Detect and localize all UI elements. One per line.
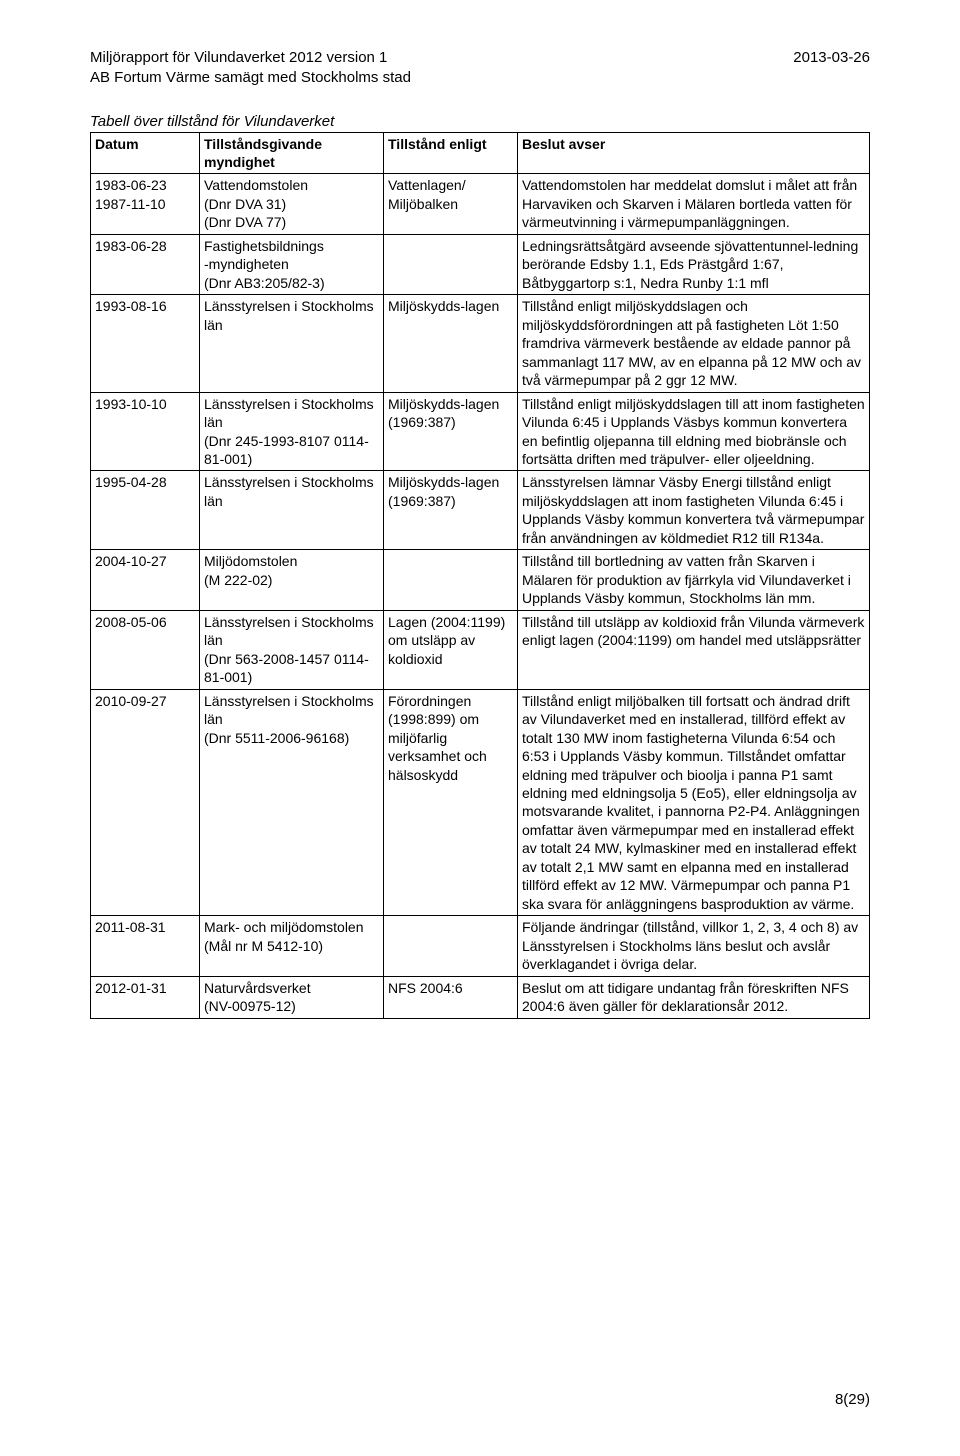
cell-law: NFS 2004:6 — [384, 976, 518, 1018]
cell-decision: Ledningsrättsåtgärd avseende sjövattentu… — [518, 234, 870, 294]
cell-date: 1995-04-28 — [91, 471, 200, 550]
cell-authority: Vattendomstolen(Dnr DVA 31)(Dnr DVA 77) — [200, 174, 384, 234]
header-date: 2013-03-26 — [793, 48, 870, 89]
cell-decision: Följande ändringar (tillstånd, villkor 1… — [518, 916, 870, 976]
cell-date: 1993-10-10 — [91, 392, 200, 471]
cell-decision: Tillstånd enligt miljöskyddslagen och mi… — [518, 295, 870, 392]
cell-date: 2004-10-27 — [91, 550, 200, 610]
cell-date: 2010-09-27 — [91, 689, 200, 916]
cell-law: Miljöskydds-lagen (1969:387) — [384, 471, 518, 550]
cell-authority: Länsstyrelsen i Stockholms län(Dnr 245-1… — [200, 392, 384, 471]
table-header-row: Datum Tillståndsgivande myndighet Tillst… — [91, 132, 870, 174]
cell-decision: Tillstånd till utsläpp av koldioxid från… — [518, 610, 870, 689]
cell-date: 2008-05-06 — [91, 610, 200, 689]
permits-table: Datum Tillståndsgivande myndighet Tillst… — [90, 132, 870, 1019]
cell-decision: Tillstånd till bortledning av vatten frå… — [518, 550, 870, 610]
cell-law: Förordningen (1998:899) om miljöfarlig v… — [384, 689, 518, 916]
header-subtitle: AB Fortum Värme samägt med Stockholms st… — [90, 68, 411, 88]
table-row: 2008-05-06Länsstyrelsen i Stockholms län… — [91, 610, 870, 689]
cell-law — [384, 234, 518, 294]
cell-decision: Tillstånd enligt miljöskyddslagen till a… — [518, 392, 870, 471]
cell-date: 2012-01-31 — [91, 976, 200, 1018]
table-row: 2012-01-31Naturvårdsverket(NV-00975-12)N… — [91, 976, 870, 1018]
table-row: 1995-04-28Länsstyrelsen i Stockholms län… — [91, 471, 870, 550]
header-left: Miljörapport för Vilundaverket 2012 vers… — [90, 48, 411, 89]
document-page: Miljörapport för Vilundaverket 2012 vers… — [0, 0, 960, 1456]
cell-authority: Länsstyrelsen i Stockholms län(Dnr 5511-… — [200, 689, 384, 916]
table-row: 1983-06-231987-11-10Vattendomstolen(Dnr … — [91, 174, 870, 234]
cell-authority: Länsstyrelsen i Stockholms län — [200, 471, 384, 550]
cell-date: 2011-08-31 — [91, 916, 200, 976]
cell-authority: Fastighetsbildnings-myndigheten(Dnr AB3:… — [200, 234, 384, 294]
col-header-authority: Tillståndsgivande myndighet — [200, 132, 384, 174]
table-row: 1993-08-16Länsstyrelsen i Stockholms län… — [91, 295, 870, 392]
cell-law: Vattenlagen/Miljöbalken — [384, 174, 518, 234]
col-header-decision: Beslut avser — [518, 132, 870, 174]
cell-date: 1983-06-28 — [91, 234, 200, 294]
col-header-date: Datum — [91, 132, 200, 174]
cell-law — [384, 916, 518, 976]
cell-decision: Vattendomstolen har meddelat domslut i m… — [518, 174, 870, 234]
cell-decision: Länsstyrelsen lämnar Väsby Energi tillst… — [518, 471, 870, 550]
header-title: Miljörapport för Vilundaverket 2012 vers… — [90, 48, 411, 68]
col-header-law: Tillstånd enligt — [384, 132, 518, 174]
table-row: 2010-09-27Länsstyrelsen i Stockholms län… — [91, 689, 870, 916]
cell-law: Lagen (2004:1199) om utsläpp av koldioxi… — [384, 610, 518, 689]
table-body: 1983-06-231987-11-10Vattendomstolen(Dnr … — [91, 174, 870, 1018]
cell-decision: Tillstånd enligt miljöbalken till fortsa… — [518, 689, 870, 916]
cell-authority: Länsstyrelsen i Stockholms län — [200, 295, 384, 392]
table-row: 1993-10-10Länsstyrelsen i Stockholms län… — [91, 392, 870, 471]
cell-date: 1993-08-16 — [91, 295, 200, 392]
cell-law — [384, 550, 518, 610]
table-caption: Tabell över tillstånd för Vilundaverket — [90, 113, 870, 130]
cell-authority: Naturvårdsverket(NV-00975-12) — [200, 976, 384, 1018]
cell-law: Miljöskydds-lagen (1969:387) — [384, 392, 518, 471]
cell-authority: Länsstyrelsen i Stockholms län(Dnr 563-2… — [200, 610, 384, 689]
table-row: 2004-10-27Miljödomstolen(M 222-02) Tillst… — [91, 550, 870, 610]
cell-decision: Beslut om att tidigare undantag från för… — [518, 976, 870, 1018]
cell-authority: Mark- och miljödomstolen(Mål nr M 5412-1… — [200, 916, 384, 976]
table-row: 1983-06-28Fastighetsbildnings-myndighete… — [91, 234, 870, 294]
page-number: 8(29) — [835, 1391, 870, 1408]
cell-law: Miljöskydds-lagen — [384, 295, 518, 392]
cell-authority: Miljödomstolen(M 222-02) — [200, 550, 384, 610]
cell-date: 1983-06-231987-11-10 — [91, 174, 200, 234]
table-row: 2011-08-31Mark- och miljödomstolen(Mål n… — [91, 916, 870, 976]
page-header: Miljörapport för Vilundaverket 2012 vers… — [90, 48, 870, 89]
